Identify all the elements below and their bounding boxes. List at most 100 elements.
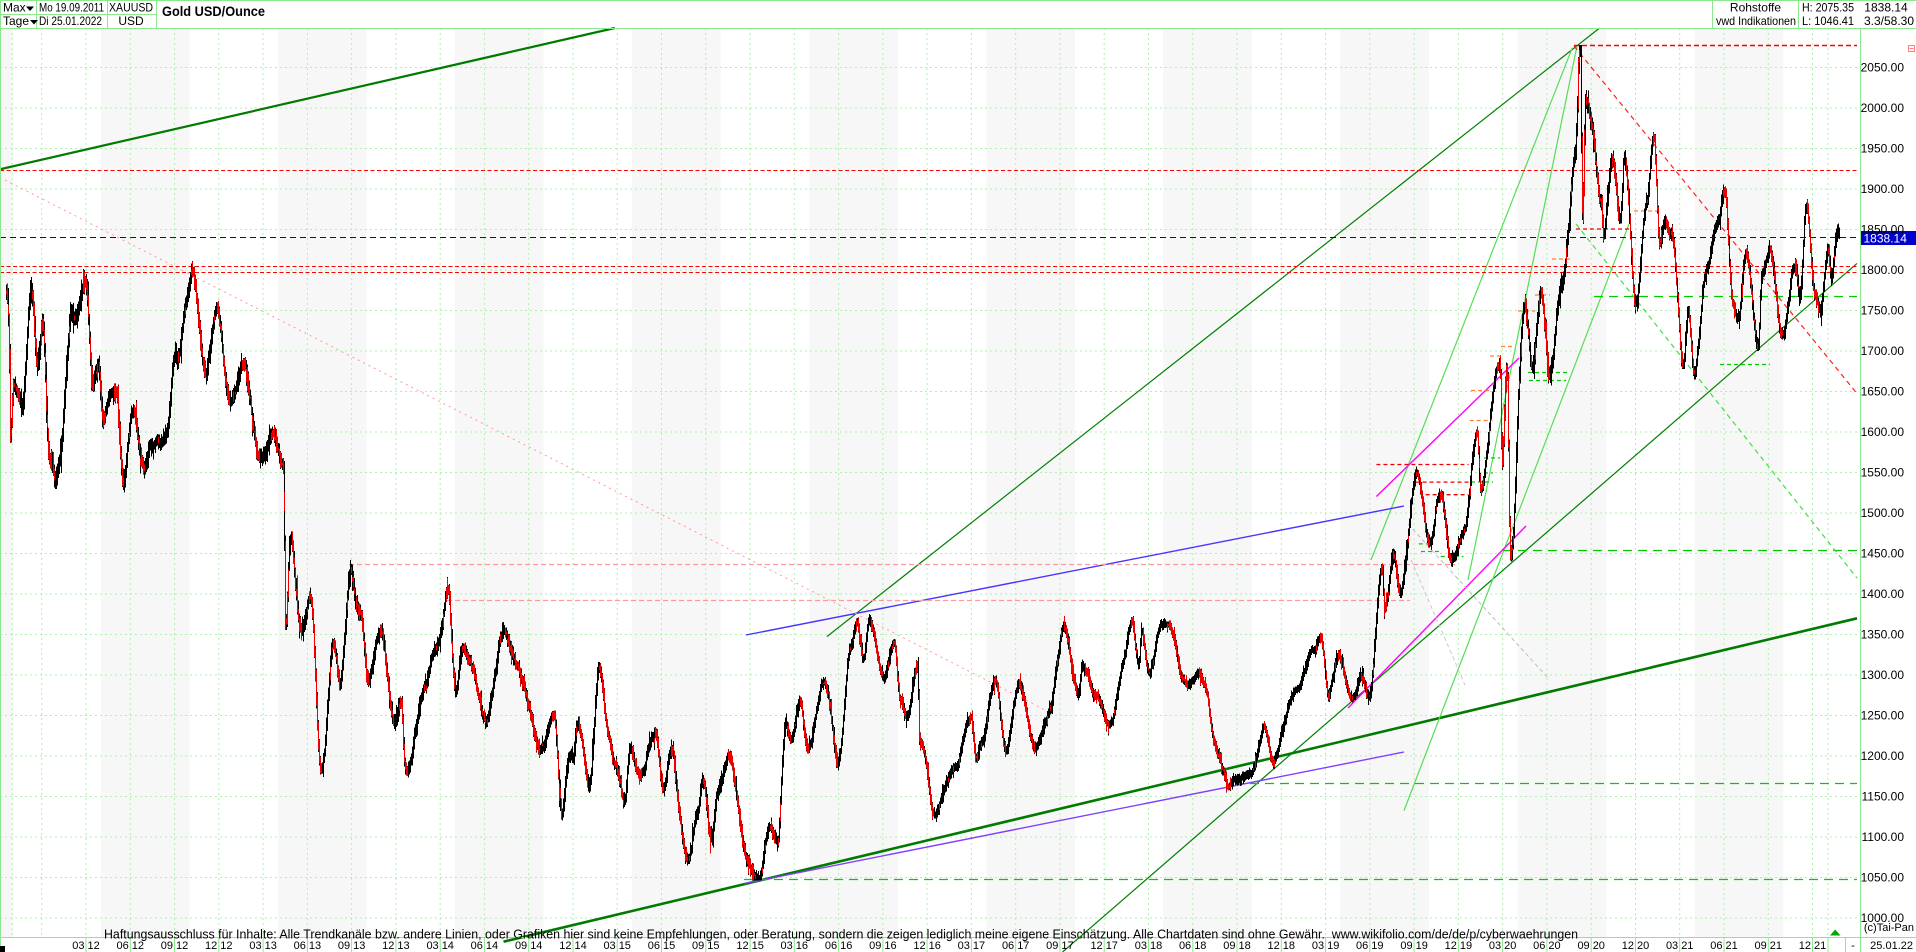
svg-text:06: 06 bbox=[1356, 940, 1368, 952]
svg-text:18: 18 bbox=[1150, 940, 1162, 952]
svg-text:03: 03 bbox=[781, 940, 793, 952]
svg-text:1200.00: 1200.00 bbox=[1861, 749, 1905, 763]
svg-text:1100.00: 1100.00 bbox=[1862, 830, 1905, 844]
svg-text:20: 20 bbox=[1593, 940, 1605, 952]
svg-text:1000.00: 1000.00 bbox=[1861, 911, 1905, 925]
svg-text:20: 20 bbox=[1504, 940, 1516, 952]
svg-text:21: 21 bbox=[1726, 940, 1738, 952]
svg-text:09: 09 bbox=[1577, 940, 1589, 952]
svg-text:12: 12 bbox=[382, 940, 394, 952]
svg-text:14: 14 bbox=[442, 940, 454, 952]
svg-text:1300.00: 1300.00 bbox=[1861, 668, 1905, 682]
svg-text:17: 17 bbox=[1017, 940, 1029, 952]
svg-text:12: 12 bbox=[559, 940, 571, 952]
svg-text:19: 19 bbox=[1371, 940, 1383, 952]
svg-text:12: 12 bbox=[220, 940, 232, 952]
svg-text:13: 13 bbox=[309, 940, 321, 952]
svg-text:17: 17 bbox=[1061, 940, 1073, 952]
svg-text:09: 09 bbox=[1755, 940, 1767, 952]
svg-text:09: 09 bbox=[161, 940, 173, 952]
svg-text:1700.00: 1700.00 bbox=[1861, 344, 1905, 358]
svg-text:12: 12 bbox=[1090, 940, 1102, 952]
svg-text:20: 20 bbox=[1637, 940, 1649, 952]
svg-text:1050.00: 1050.00 bbox=[1861, 871, 1905, 885]
svg-text:03: 03 bbox=[1489, 940, 1501, 952]
svg-text:-: - bbox=[1851, 940, 1855, 952]
svg-text:06: 06 bbox=[1179, 940, 1191, 952]
svg-text:03: 03 bbox=[72, 940, 84, 952]
svg-text:1750.00: 1750.00 bbox=[1861, 304, 1905, 318]
svg-text:12: 12 bbox=[132, 940, 144, 952]
svg-text:Mo 19.09.2011: Mo 19.09.2011 bbox=[39, 1, 104, 15]
svg-text:3.3/58.30: 3.3/58.30 bbox=[1864, 14, 1914, 28]
svg-text:09: 09 bbox=[1400, 940, 1412, 952]
svg-text:Rohstoffe: Rohstoffe bbox=[1730, 1, 1781, 15]
svg-text:16: 16 bbox=[796, 940, 808, 952]
svg-text:XAUUSD: XAUUSD bbox=[109, 1, 153, 15]
svg-text:17: 17 bbox=[1106, 940, 1118, 952]
svg-text:17: 17 bbox=[973, 940, 985, 952]
svg-text:1650.00: 1650.00 bbox=[1861, 385, 1905, 399]
svg-text:09: 09 bbox=[869, 940, 881, 952]
svg-text:03: 03 bbox=[958, 940, 970, 952]
svg-text:06: 06 bbox=[117, 940, 129, 952]
svg-text:09: 09 bbox=[1223, 940, 1235, 952]
svg-text:25.01.22: 25.01.22 bbox=[1870, 940, 1913, 952]
svg-text:19: 19 bbox=[1416, 940, 1428, 952]
svg-text:12: 12 bbox=[88, 940, 100, 952]
svg-text:19: 19 bbox=[1460, 940, 1472, 952]
svg-text:06: 06 bbox=[294, 940, 306, 952]
svg-text:09: 09 bbox=[692, 940, 704, 952]
svg-text:12: 12 bbox=[176, 940, 188, 952]
svg-text:L: 1046.41: L: 1046.41 bbox=[1802, 14, 1854, 28]
svg-text:15: 15 bbox=[619, 940, 631, 952]
svg-text:18: 18 bbox=[1283, 940, 1295, 952]
svg-text:06: 06 bbox=[1002, 940, 1014, 952]
svg-text:1550.00: 1550.00 bbox=[1861, 466, 1905, 480]
svg-text:03: 03 bbox=[426, 940, 438, 952]
svg-text:1838.14: 1838.14 bbox=[1864, 1, 1908, 15]
svg-text:USD: USD bbox=[118, 14, 144, 28]
svg-text:03: 03 bbox=[1312, 940, 1324, 952]
svg-text:09: 09 bbox=[338, 940, 350, 952]
svg-text:06: 06 bbox=[1533, 940, 1545, 952]
svg-text:16: 16 bbox=[884, 940, 896, 952]
svg-text:03: 03 bbox=[249, 940, 261, 952]
svg-text:Gold USD/Ounce: Gold USD/Ounce bbox=[162, 3, 265, 19]
svg-text:Haftungsausschluss für Inhalte: Haftungsausschluss für Inhalte: Alle Tre… bbox=[104, 928, 1578, 942]
svg-text:2000.00: 2000.00 bbox=[1861, 101, 1905, 115]
svg-text:03: 03 bbox=[1135, 940, 1147, 952]
svg-text:21: 21 bbox=[1681, 940, 1693, 952]
svg-text:12: 12 bbox=[1445, 940, 1457, 952]
svg-text:03: 03 bbox=[1666, 940, 1678, 952]
svg-text:12: 12 bbox=[913, 940, 925, 952]
svg-text:1400.00: 1400.00 bbox=[1861, 587, 1905, 601]
svg-text:16: 16 bbox=[840, 940, 852, 952]
svg-text:12: 12 bbox=[1268, 940, 1280, 952]
svg-text:1600.00: 1600.00 bbox=[1861, 425, 1905, 439]
svg-text:13: 13 bbox=[265, 940, 277, 952]
svg-text:06: 06 bbox=[825, 940, 837, 952]
svg-text:1450.00: 1450.00 bbox=[1861, 547, 1905, 561]
svg-text:21: 21 bbox=[1770, 940, 1782, 952]
svg-text:1250.00: 1250.00 bbox=[1861, 709, 1905, 723]
svg-text:2050.00: 2050.00 bbox=[1861, 61, 1905, 75]
svg-text:14: 14 bbox=[530, 940, 542, 952]
svg-text:12: 12 bbox=[205, 940, 217, 952]
svg-text:Di 25.01.2022: Di 25.01.2022 bbox=[39, 14, 102, 28]
svg-text:(c)Tai-Pan: (c)Tai-Pan bbox=[1864, 922, 1914, 934]
svg-text:09: 09 bbox=[515, 940, 527, 952]
svg-text:1800.00: 1800.00 bbox=[1861, 263, 1905, 277]
svg-text:21: 21 bbox=[1814, 940, 1826, 952]
svg-text:12: 12 bbox=[1622, 940, 1634, 952]
svg-text:15: 15 bbox=[663, 940, 675, 952]
svg-text:18: 18 bbox=[1239, 940, 1251, 952]
svg-text:13: 13 bbox=[353, 940, 365, 952]
svg-text:18: 18 bbox=[1194, 940, 1206, 952]
svg-text:15: 15 bbox=[707, 940, 719, 952]
svg-text:06: 06 bbox=[1710, 940, 1722, 952]
svg-text:20: 20 bbox=[1548, 940, 1560, 952]
svg-text:1500.00: 1500.00 bbox=[1861, 506, 1905, 520]
svg-text:19: 19 bbox=[1327, 940, 1339, 952]
svg-text:1350.00: 1350.00 bbox=[1861, 628, 1905, 642]
